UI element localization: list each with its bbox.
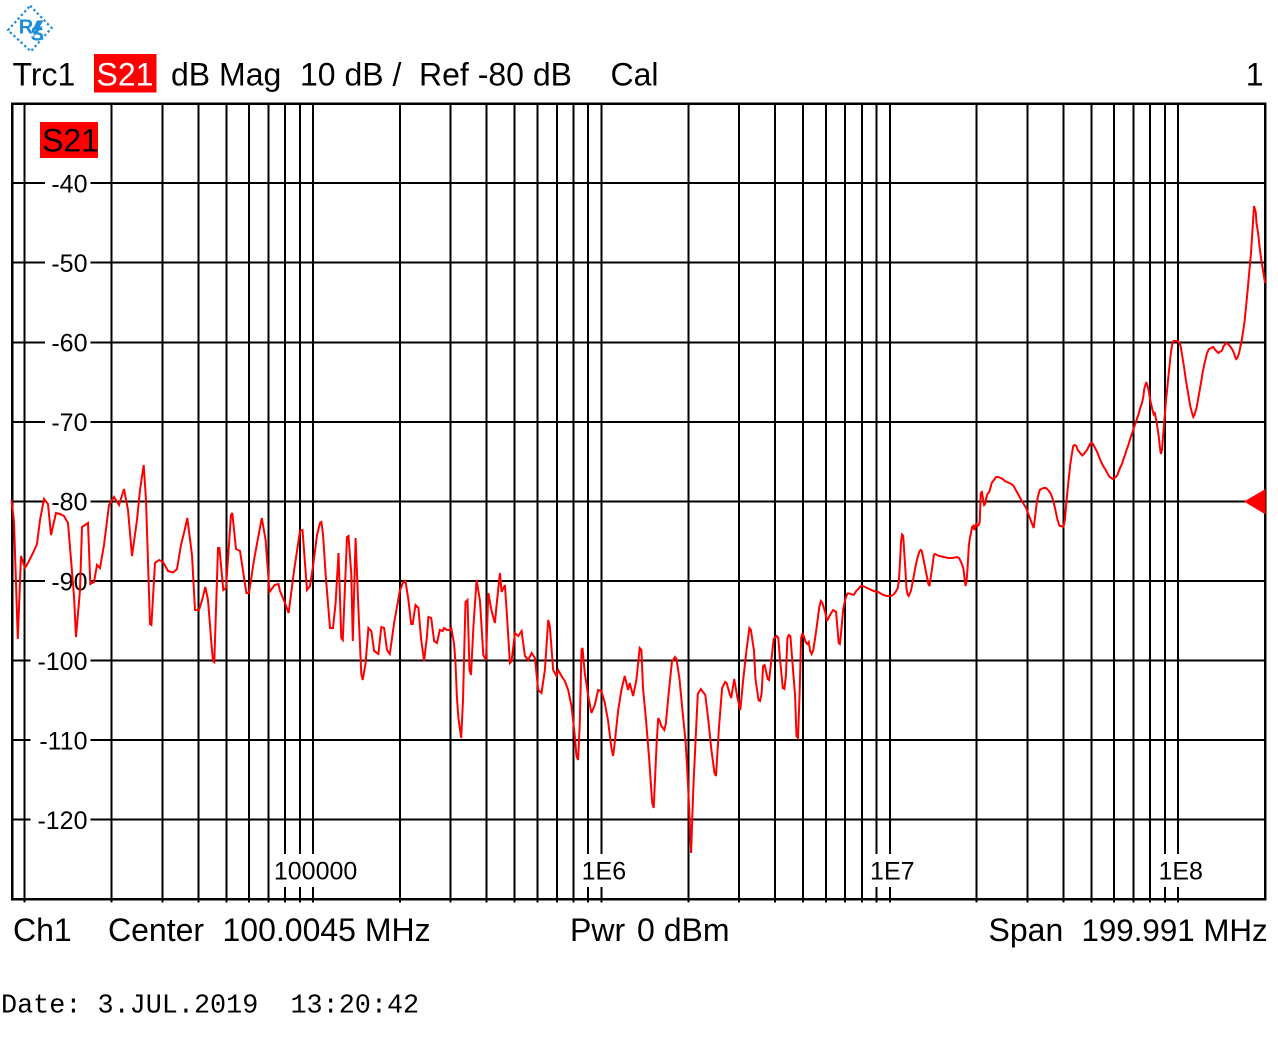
svg-text:-40: -40 (51, 171, 87, 199)
svg-text:S21: S21 (42, 123, 99, 159)
svg-text:-50: -50 (51, 250, 87, 278)
svg-text:10 dB /: 10 dB / (300, 57, 402, 93)
svg-text:Cal: Cal (611, 57, 659, 93)
svg-text:dB Mag: dB Mag (171, 57, 281, 93)
svg-text:-100: -100 (37, 648, 87, 676)
svg-text:0 dBm: 0 dBm (637, 912, 729, 948)
svg-text:S21: S21 (97, 57, 154, 93)
svg-text:-120: -120 (37, 807, 87, 835)
svg-text:Pwr: Pwr (570, 912, 625, 948)
svg-text:100000: 100000 (274, 858, 357, 886)
svg-text:1E8: 1E8 (1158, 858, 1202, 886)
svg-text:Center: Center (108, 912, 204, 948)
svg-text:199.991 MHz: 199.991 MHz (1082, 913, 1268, 948)
svg-text:1E6: 1E6 (582, 858, 626, 886)
svg-text:1E7: 1E7 (870, 858, 914, 886)
svg-text:-70: -70 (51, 409, 87, 437)
svg-text:1: 1 (1246, 57, 1264, 93)
svg-text:Ref -80 dB: Ref -80 dB (419, 57, 572, 93)
svg-text:Ch1: Ch1 (13, 912, 72, 948)
svg-text:Date: 3.JUL.2019 13:20:42: Date: 3.JUL.2019 13:20:42 (1, 992, 419, 1022)
svg-text:Span: Span (989, 912, 1064, 948)
svg-text:-60: -60 (51, 330, 87, 358)
svg-text:-90: -90 (51, 568, 87, 596)
svg-text:-110: -110 (39, 727, 87, 755)
svg-text:100.0045 MHz: 100.0045 MHz (223, 912, 431, 948)
svg-text:Trc1: Trc1 (13, 57, 76, 93)
svg-text:-80: -80 (51, 489, 87, 517)
svg-text:R: R (19, 17, 34, 39)
